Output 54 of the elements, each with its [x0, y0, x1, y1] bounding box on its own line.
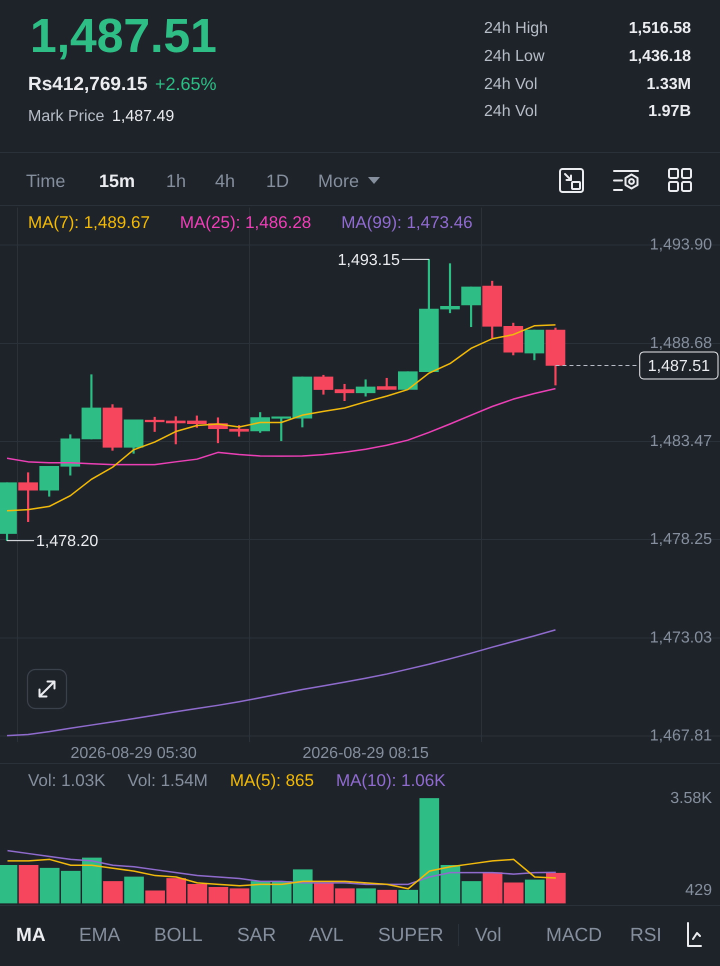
text: MA(10): 1.06K	[336, 771, 446, 791]
y-tick-label: 1,478.25	[650, 531, 712, 548]
y-tick-label: 1,483.47	[650, 432, 712, 450]
bar	[124, 876, 144, 904]
text: 15m	[99, 171, 136, 191]
bar	[103, 881, 123, 904]
y-tick-label: 3.58K	[670, 790, 712, 807]
annotation: 1,493.15	[338, 252, 400, 269]
text: 1,487.51	[30, 10, 217, 63]
text: 1h	[166, 171, 186, 191]
text: Time	[26, 171, 66, 191]
x-tick-label: 2026-08-29 08:15	[302, 745, 429, 762]
text: 1,436.18	[628, 48, 691, 65]
text: Rs412,769.15	[28, 74, 148, 94]
y-tick-label: 429	[685, 882, 712, 900]
text: 1D	[266, 171, 290, 191]
bar	[524, 880, 545, 904]
text: 24h Vol	[484, 103, 538, 120]
text: BOLL	[154, 924, 203, 946]
text: SUPER	[378, 924, 444, 946]
text: MA(25): 1,486.28	[180, 213, 312, 233]
text: AVL	[309, 924, 344, 946]
text: MA	[16, 924, 46, 946]
y-tick-label: 1,493.90	[650, 236, 712, 254]
bar	[356, 888, 376, 904]
x-tick-label: 2026-08-29 05:30	[70, 745, 197, 762]
text: RSI	[630, 924, 662, 946]
bar	[546, 872, 566, 904]
text: 4h	[215, 171, 236, 191]
text: Vol	[475, 924, 502, 946]
text: EMA	[79, 924, 120, 946]
text: MA(5): 865	[230, 771, 314, 791]
text: 1,487.49	[112, 108, 174, 125]
text: 24h Low	[484, 48, 544, 65]
y-tick-label: 1,467.81	[650, 728, 712, 745]
y-tick-label: 1,488.68	[650, 334, 712, 352]
annotation: 1,487.51	[648, 358, 710, 375]
text: +2.65%	[155, 74, 217, 94]
annotation: 1,478.20	[36, 533, 98, 550]
text: 1,516.58	[628, 20, 691, 37]
annotation: Vol: 1.54M	[128, 771, 208, 791]
text: 24h High	[484, 20, 548, 37]
text: MACD	[546, 924, 602, 946]
text: SAR	[237, 924, 276, 946]
bar	[377, 890, 397, 904]
y-tick-label: 1,473.03	[650, 629, 712, 646]
annotation: Vol: 1.03K	[28, 771, 106, 791]
text: Mark Price	[28, 108, 104, 125]
text: MA(99): 1,473.46	[341, 213, 473, 233]
text: MA(7): 1,489.67	[28, 213, 150, 233]
text: 1.33M	[646, 76, 691, 93]
text: 1.97B	[648, 103, 691, 120]
text: More	[318, 171, 360, 191]
text: 24h Vol	[484, 76, 538, 93]
